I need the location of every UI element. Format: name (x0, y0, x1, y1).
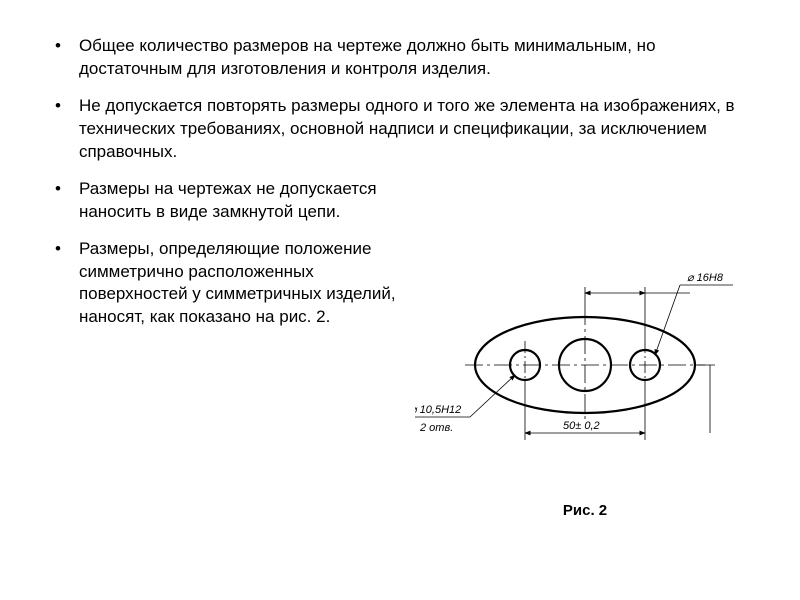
leader-top-dia (655, 285, 680, 355)
list-item: • Размеры, определяющие положение симмет… (55, 238, 405, 330)
bullet-text: Не допускается повторять размеры одного … (79, 95, 745, 164)
bullet-dot: • (55, 95, 61, 164)
bullet-list-narrow: • Размеры на чертежах не допускается нан… (55, 178, 405, 330)
technical-drawing: ⌀ 16H8 50± 0,2 ⌀ 10,5H12 2 отв. Рис. 2 (415, 255, 755, 535)
bullet-text: Размеры на чертежах не допускается нанос… (79, 178, 405, 224)
bullet-dot: • (55, 35, 61, 81)
leader-left-dia (470, 375, 515, 417)
bullet-list-wide: • Общее количество размеров на чертеже д… (55, 35, 745, 164)
list-item: • Размеры на чертежах не допускается нан… (55, 178, 405, 224)
list-item: • Не допускается повторять размеры одног… (55, 95, 745, 164)
bullet-dot: • (55, 178, 61, 224)
drawing-svg: ⌀ 16H8 50± 0,2 ⌀ 10,5H12 2 отв. (415, 255, 755, 485)
list-item: • Общее количество размеров на чертеже д… (55, 35, 745, 81)
bullet-dot: • (55, 238, 61, 330)
label-left-dim: ⌀ 10,5H12 (415, 404, 461, 416)
label-top-dim: ⌀ 16H8 (687, 272, 724, 284)
figure-caption: Рис. 2 (415, 502, 755, 519)
label-left-note: 2 отв. (419, 422, 453, 434)
bullet-text: Размеры, определяющие положение симметри… (79, 238, 405, 330)
label-bottom-dim: 50± 0,2 (563, 420, 600, 432)
bullet-text: Общее количество размеров на чертеже дол… (79, 35, 745, 81)
